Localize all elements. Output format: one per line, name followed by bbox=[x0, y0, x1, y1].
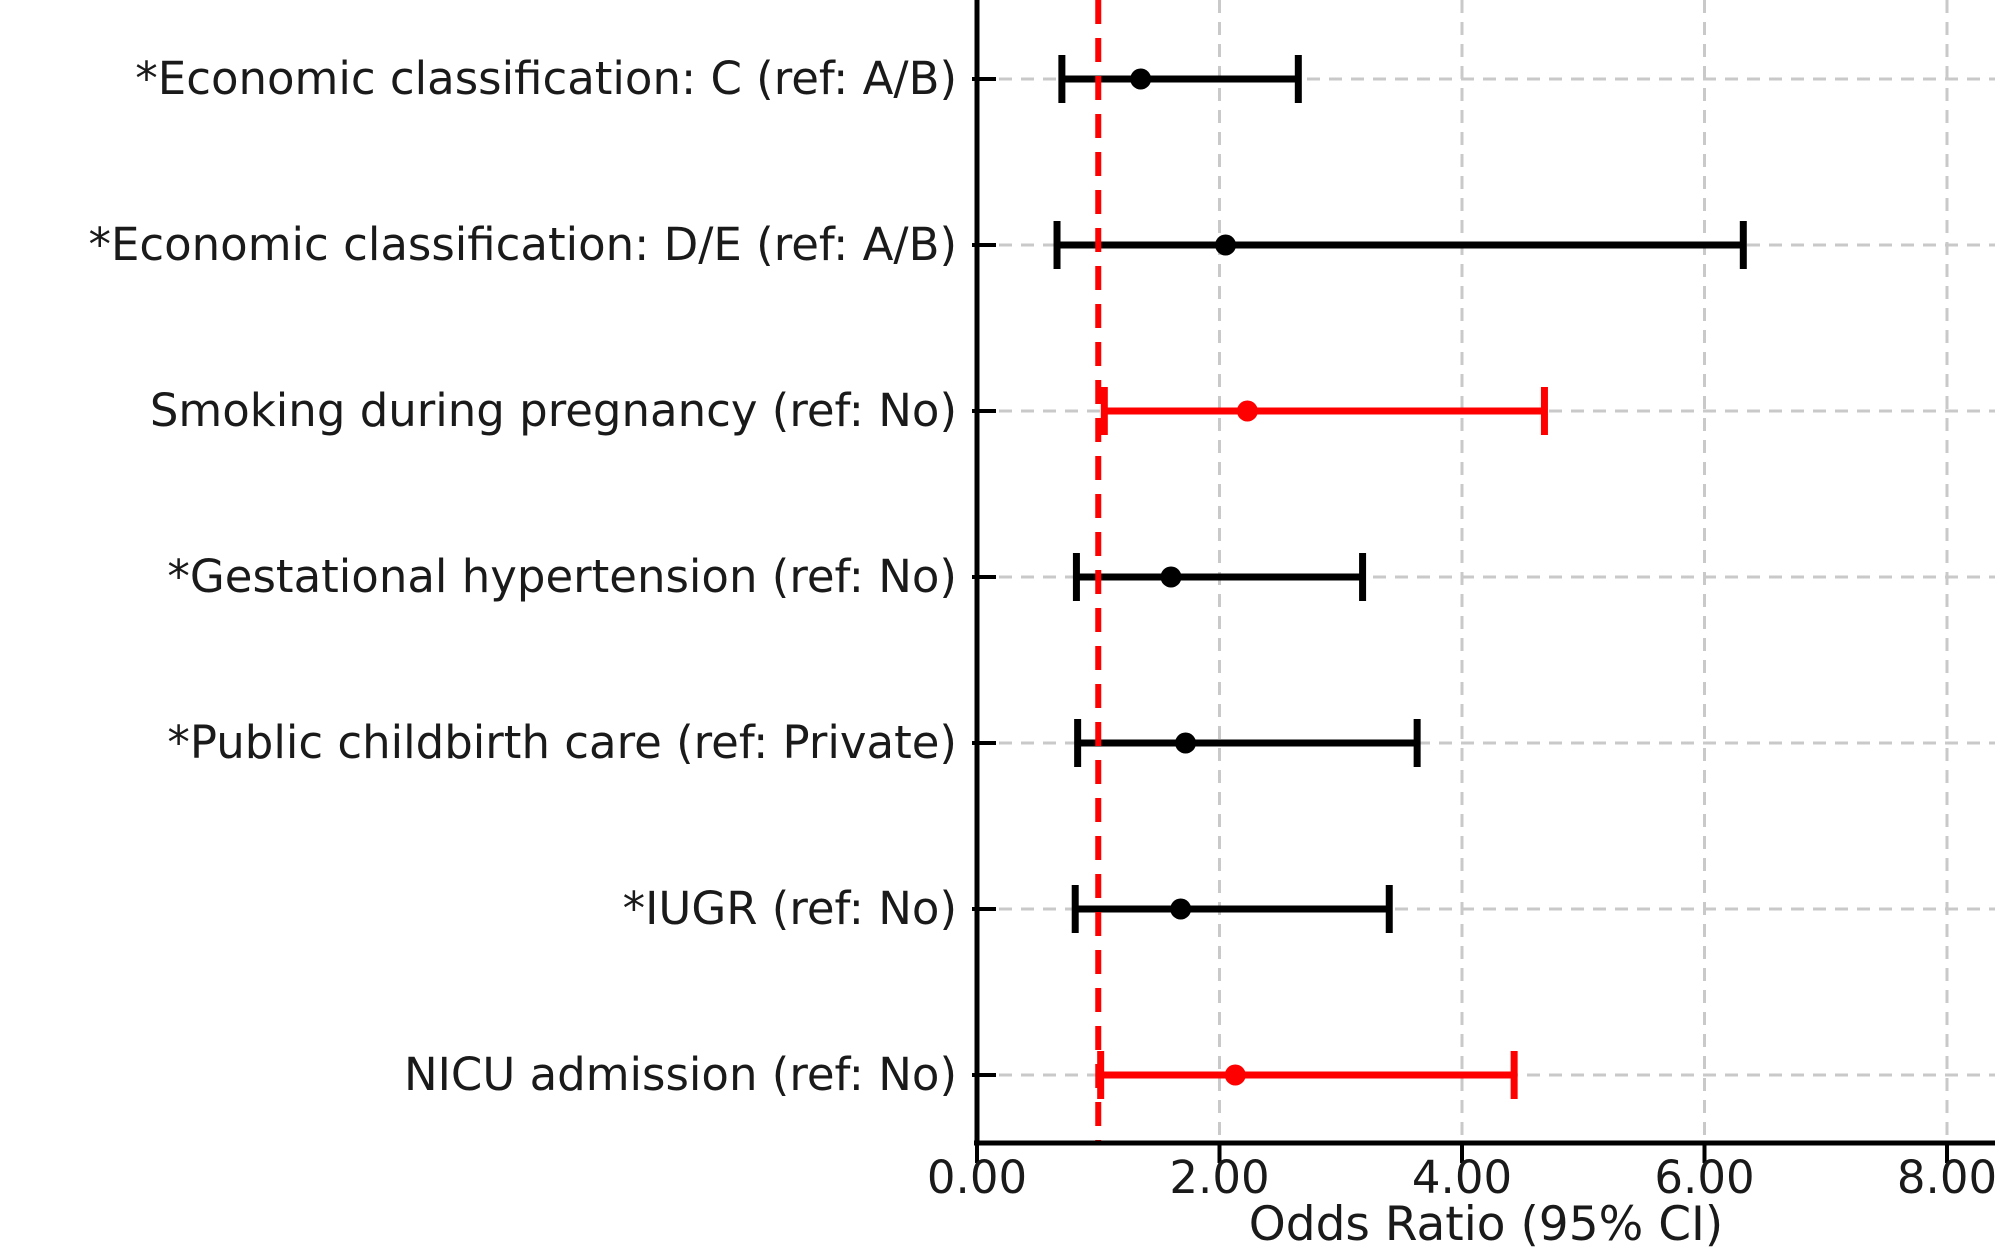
or-dot bbox=[1236, 400, 1258, 422]
row-label: *IUGR (ref: No) bbox=[622, 882, 957, 935]
x-axis-title: Odds Ratio (95% CI) bbox=[1248, 1197, 1724, 1252]
or-dot bbox=[1215, 234, 1237, 256]
row-label: *Public childbirth care (ref: Private) bbox=[167, 716, 957, 769]
x-tick-label: 0.00 bbox=[926, 1151, 1028, 1204]
row-label: *Economic classification: D/E (ref: A/B) bbox=[88, 218, 957, 271]
or-dot bbox=[1224, 1064, 1246, 1086]
x-tick-label: 2.00 bbox=[1169, 1151, 1270, 1204]
x-tick-label: 8.00 bbox=[1896, 1151, 1998, 1204]
row-label: *Gestational hypertension (ref: No) bbox=[167, 550, 957, 603]
or-dot bbox=[1175, 732, 1197, 754]
or-dot bbox=[1160, 566, 1182, 588]
or-dot bbox=[1130, 68, 1152, 90]
row-label: *Economic classification: C (ref: A/B) bbox=[135, 52, 957, 105]
or-dot bbox=[1170, 898, 1192, 920]
x-tick-label: 6.00 bbox=[1654, 1151, 1755, 1204]
x-tick-label: 4.00 bbox=[1411, 1151, 1513, 1204]
row-label: NICU admission (ref: No) bbox=[403, 1048, 957, 1101]
row-label: Smoking during pregnancy (ref: No) bbox=[149, 384, 957, 437]
